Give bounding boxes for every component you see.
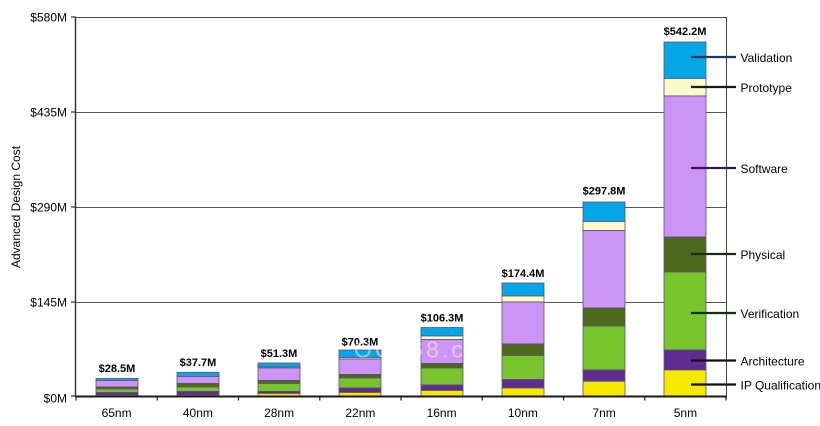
svg-text:Prototype: Prototype — [741, 81, 793, 95]
svg-text:$542.2M: $542.2M — [664, 26, 707, 38]
svg-text:40nm: 40nm — [183, 406, 213, 420]
svg-text:Validation: Validation — [741, 51, 793, 65]
svg-text:16nm: 16nm — [427, 406, 457, 420]
svg-text:5nm: 5nm — [674, 406, 697, 420]
svg-text:$28.5M: $28.5M — [99, 363, 136, 375]
svg-text:$435M: $435M — [30, 106, 67, 120]
svg-text:28nm: 28nm — [264, 406, 294, 420]
svg-text:Advanced Design Cost: Advanced Design Cost — [9, 145, 23, 268]
svg-text:10nm: 10nm — [508, 406, 538, 420]
svg-text:$297.8M: $297.8M — [583, 186, 626, 198]
svg-text:OC168.cc: OC168.cc — [354, 337, 480, 363]
svg-text:Architecture: Architecture — [741, 355, 805, 369]
svg-text:7nm: 7nm — [592, 406, 615, 420]
svg-text:65nm: 65nm — [102, 406, 132, 420]
svg-text:IP Qualification: IP Qualification — [741, 379, 820, 393]
svg-text:Software: Software — [741, 162, 789, 176]
svg-text:$70.3M: $70.3M — [342, 337, 379, 349]
svg-text:$145M: $145M — [30, 296, 67, 310]
svg-text:22nm: 22nm — [345, 406, 375, 420]
svg-text:$580M: $580M — [30, 11, 67, 25]
svg-text:$0M: $0M — [44, 392, 67, 406]
svg-text:Physical: Physical — [741, 248, 786, 262]
svg-text:Verification: Verification — [741, 307, 800, 321]
svg-text:$37.7M: $37.7M — [180, 357, 217, 369]
svg-text:$106.3M: $106.3M — [421, 313, 464, 325]
svg-text:$174.4M: $174.4M — [502, 268, 545, 280]
svg-text:$290M: $290M — [30, 201, 67, 215]
svg-text:$51.3M: $51.3M — [261, 348, 298, 360]
